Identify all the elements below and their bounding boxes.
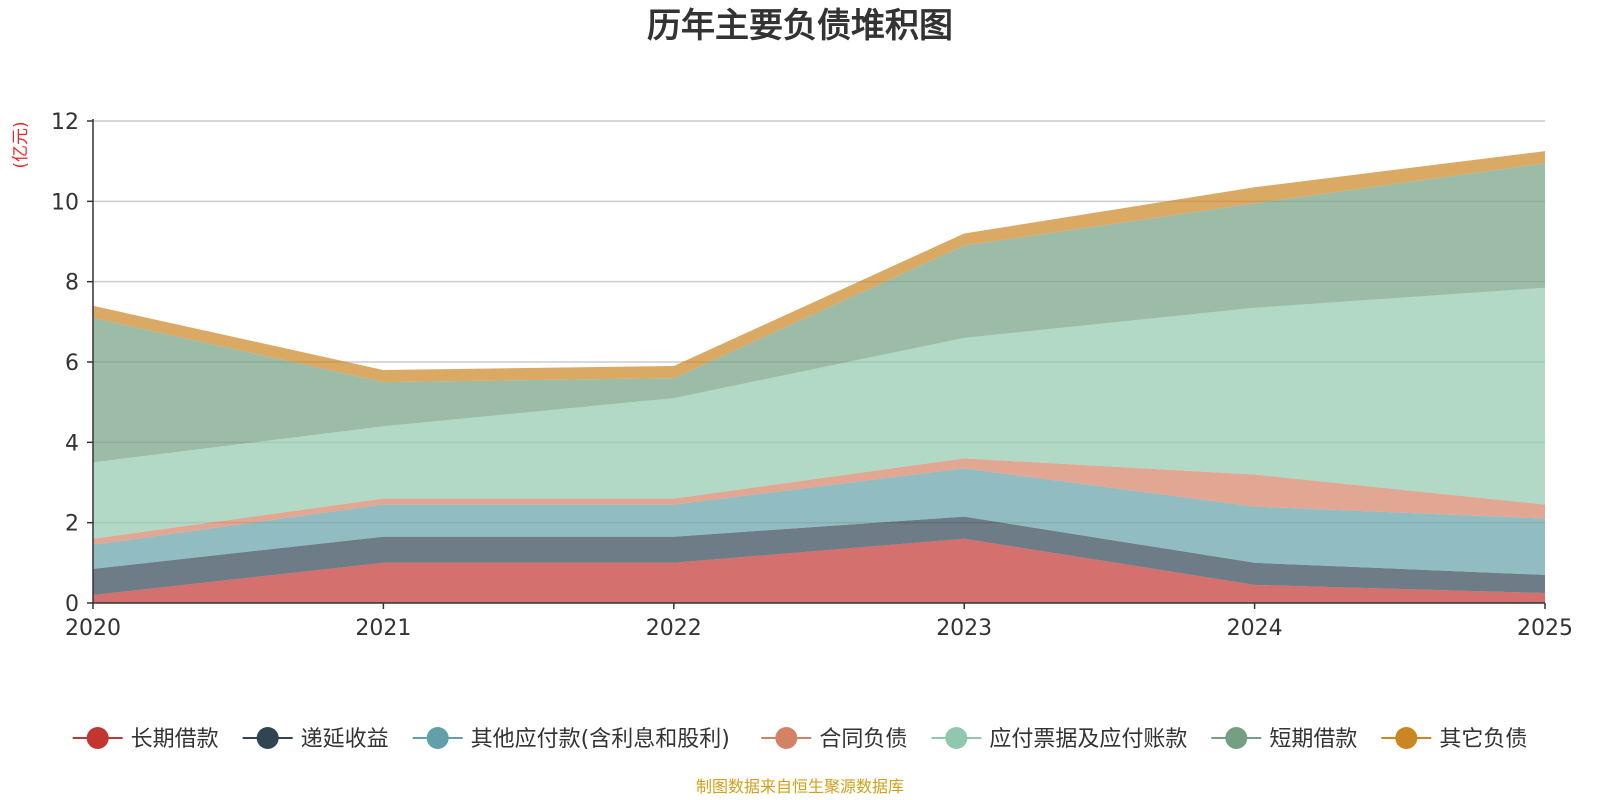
legend-label-2: 其他应付款(含利息和股利) [471, 727, 730, 752]
area-series-6[interactable] [93, 151, 1545, 383]
legend-label-3: 合同负债 [819, 727, 907, 752]
y-tick-label-6: 6 [65, 351, 79, 376]
x-tick-label-2021: 2021 [355, 616, 411, 641]
legend-label-0: 长期借款 [131, 727, 219, 752]
area-series-4[interactable] [93, 287, 1545, 539]
legend-marker-6 [1395, 727, 1418, 749]
legend-marker-5 [1225, 727, 1248, 749]
legend-label-5: 短期借款 [1269, 727, 1357, 752]
legend-item-3[interactable]: 合同负债 [761, 727, 907, 752]
chart-title: 历年主要负债堆积图 [647, 6, 953, 46]
axis-layer: 0 2 4 6 8 10 12 2020 2021 2022 2023 2024 2025 [51, 110, 1573, 641]
y-tick-label-4: 4 [65, 431, 79, 456]
x-tick-label-2022: 2022 [646, 616, 702, 641]
legend-marker-4 [945, 727, 968, 749]
legend-marker-2 [426, 727, 449, 749]
legend-label-6: 其它负债 [1439, 727, 1527, 752]
x-tick-label-2024: 2024 [1227, 616, 1283, 641]
y-tick-label-10: 10 [51, 190, 79, 215]
y-tick-label-0: 0 [65, 592, 79, 617]
legend-marker-1 [256, 727, 279, 749]
y-tick-label-8: 8 [65, 271, 79, 296]
x-tick-label-2025: 2025 [1517, 616, 1573, 641]
y-tick-label-2: 2 [65, 512, 79, 537]
legend-item-6[interactable]: 其它负债 [1381, 727, 1527, 752]
legend-item-4[interactable]: 应付票据及应付账款 [931, 727, 1187, 752]
area-series-5[interactable] [93, 163, 1545, 463]
area-series-3[interactable] [93, 458, 1545, 545]
legend-marker-3 [775, 727, 798, 749]
legend-label-1: 递延收益 [301, 727, 389, 752]
area-series-2[interactable] [93, 468, 1545, 575]
x-tick-label-2023: 2023 [936, 616, 992, 641]
legend-label-4: 应付票据及应付账款 [989, 727, 1187, 752]
x-tick-label-2020: 2020 [65, 616, 121, 641]
legend-item-5[interactable]: 短期借款 [1211, 727, 1357, 752]
legend-item-0[interactable]: 长期借款 [72, 727, 219, 752]
legend-marker-0 [86, 727, 109, 749]
source-note: 制图数据来自恒生聚源数据库 [696, 777, 904, 796]
area-series-0[interactable] [93, 538, 1545, 603]
area-layer [93, 151, 1545, 603]
legend: 长期借款 递延收益 其他应付款(含利息和股利) 合同负债 应付票据及应付账款 短期借款 其它… [72, 727, 1527, 752]
y-axis-unit-label: (亿元) [11, 121, 31, 168]
area-series-1[interactable] [93, 516, 1545, 595]
legend-item-2[interactable]: 其他应付款(含利息和股利) [412, 727, 730, 752]
legend-item-1[interactable]: 递延收益 [242, 727, 389, 752]
y-tick-label-12: 12 [51, 110, 79, 135]
